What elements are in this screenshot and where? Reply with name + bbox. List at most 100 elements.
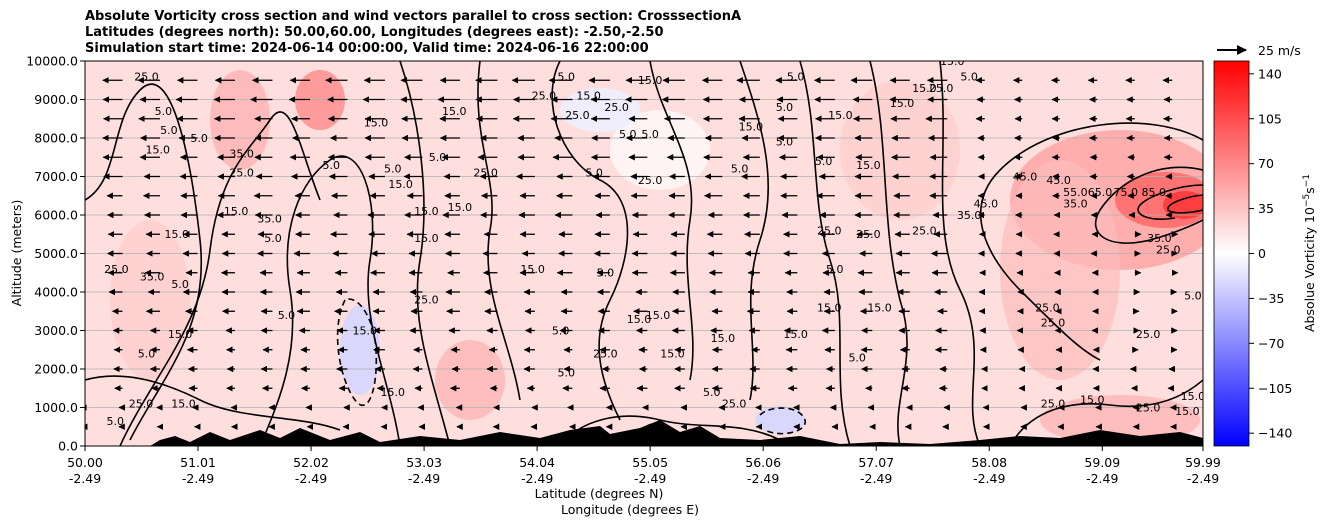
- contour-label: 5.0: [776, 101, 794, 114]
- x-axis: 50.00-2.4951.01-2.4952.02-2.4953.03-2.49…: [67, 446, 1221, 486]
- contour-label: 5.0: [160, 124, 178, 137]
- x-tick-label-lat: 51.01: [180, 455, 216, 470]
- contour-label: 5.0: [597, 267, 615, 280]
- x-tick-label-lon: -2.49: [860, 471, 892, 486]
- y-tick-label: 10000.0: [26, 54, 78, 69]
- contour-label: 25.0: [532, 90, 557, 103]
- contour-label: 25.0: [1041, 317, 1066, 330]
- x-axis-title-longitude: Longitude (degrees E): [561, 502, 699, 517]
- contour-label: 15.0: [414, 205, 439, 218]
- contour-label: 35.0: [257, 213, 282, 226]
- contour-label: 5.0: [278, 309, 296, 322]
- x-tick-label-lat: 59.99: [1185, 455, 1221, 470]
- contour-label: 5.0: [848, 351, 866, 364]
- contour-label: 5.0: [585, 167, 603, 180]
- colorbar-tick-label: 140: [1258, 66, 1282, 81]
- x-tick-label-lon: -2.49: [182, 471, 214, 486]
- contour-label: 15.0: [627, 313, 652, 326]
- contour-label: 5.0: [155, 105, 173, 118]
- contour-label: 15.0: [638, 74, 663, 87]
- contour-label: 5.0: [815, 155, 833, 168]
- contour-label: 5.0: [429, 151, 447, 164]
- colorbar-tick-label: 35: [1258, 201, 1274, 216]
- y-tick-label: 9000.0: [34, 92, 78, 107]
- contour-label: 15.0: [1175, 405, 1200, 418]
- x-tick-label-lon: -2.49: [747, 471, 779, 486]
- contour-label: 15.0: [364, 116, 389, 129]
- contour-label: 15.0: [224, 205, 249, 218]
- contour-label: 15.0: [817, 301, 842, 314]
- contour-label: 35.0: [1147, 232, 1172, 245]
- x-tick-label-lon: -2.49: [1086, 471, 1118, 486]
- contour-label: 5.0: [557, 70, 575, 83]
- contour-label: 15.0: [353, 324, 378, 337]
- contour-label: 5.0: [552, 324, 570, 337]
- contour-label: 5.0: [190, 132, 208, 145]
- contour-label: 45.0: [1046, 174, 1071, 187]
- x-tick-label-lon: -2.49: [973, 471, 1005, 486]
- contour-label: 5.0: [322, 159, 340, 172]
- x-tick-label-lon: -2.49: [634, 471, 666, 486]
- y-tick-label: 1000.0: [34, 400, 78, 415]
- colorbar-tick-label: 0: [1258, 246, 1266, 261]
- contour-label: 25.0: [604, 101, 629, 114]
- contour-label: 15.0: [739, 120, 764, 133]
- contour-label: 15.0: [646, 309, 671, 322]
- y-tick-label: 6000.0: [34, 208, 78, 223]
- y-tick-label: 8000.0: [34, 131, 78, 146]
- contour-label: 25.0: [929, 82, 954, 95]
- x-tick-label-lat: 55.05: [632, 455, 668, 470]
- contour-label: 5.0: [826, 263, 844, 276]
- contour-label: 25.0: [229, 167, 254, 180]
- contour-label: 25.0: [104, 263, 129, 276]
- contour-label: 15.0: [165, 228, 190, 241]
- contour-label: 15.0: [783, 328, 808, 341]
- y-tick-label: 0.0: [58, 439, 78, 454]
- contour-label: 5.0: [264, 232, 282, 245]
- x-tick-label-lat: 52.02: [293, 455, 329, 470]
- wind-reference-label: 25 m/s: [1258, 43, 1301, 58]
- contour-label: 25.0: [722, 398, 747, 411]
- contour-label: 15.0: [1080, 394, 1105, 407]
- colorbar-tick-label: 70: [1258, 156, 1274, 171]
- contour-label: 15.0: [1181, 390, 1206, 403]
- contour-label: 5.0: [776, 136, 794, 149]
- contour-label: 25.0: [565, 109, 590, 122]
- colorbar-tick-label: −140: [1258, 426, 1292, 441]
- contour-label: 15.0: [145, 143, 170, 156]
- x-tick-label-lon: -2.49: [1187, 471, 1219, 486]
- chart-title-line-3: Simulation start time: 2024-06-14 00:00:…: [85, 41, 649, 56]
- contour-label: 15.0: [576, 90, 601, 103]
- wind-reference-key: 25 m/s: [1217, 43, 1301, 58]
- contour-label: 15.0: [890, 97, 915, 110]
- contour-label: 5.0: [703, 386, 721, 399]
- contour-label: 25.0: [129, 398, 154, 411]
- x-tick-label-lon: -2.49: [408, 471, 440, 486]
- x-tick-label-lon: -2.49: [69, 471, 101, 486]
- contour-label: 35.0: [1063, 197, 1088, 210]
- contour-label: 25.0: [134, 70, 159, 83]
- contour-label: 15.0: [856, 159, 881, 172]
- colorbar-tick-label: −35: [1258, 291, 1284, 306]
- contour-label: 15.0: [171, 398, 196, 411]
- contour-label: 5.0: [1184, 290, 1202, 303]
- colorbar: 140 105 70 35 0 −35 −70 −105 −140 Absolue Vortic…: [1213, 60, 1317, 447]
- contour-label: 15.0: [828, 109, 853, 122]
- y-tick-label: 4000.0: [34, 285, 78, 300]
- contour-label: 25.0: [1136, 328, 1161, 341]
- contour-label: 25.0: [817, 224, 842, 237]
- y-tick-label: 7000.0: [34, 169, 78, 184]
- contour-label: 65.0: [1088, 186, 1113, 199]
- contour-label: 5.0: [960, 70, 978, 83]
- contour-label: 15.0: [381, 386, 406, 399]
- contour-label: 25.0: [473, 167, 498, 180]
- contour-label: 5.0: [641, 128, 659, 141]
- contour-label: 25.0: [638, 174, 663, 187]
- contour-label: 15.0: [520, 263, 545, 276]
- x-tick-label-lat: 53.03: [406, 455, 442, 470]
- contour-label: 5.0: [731, 163, 749, 176]
- colorbar-tick-label: −70: [1258, 336, 1284, 351]
- contour-label: 25.0: [593, 347, 618, 360]
- y-tick-label: 5000.0: [34, 246, 78, 261]
